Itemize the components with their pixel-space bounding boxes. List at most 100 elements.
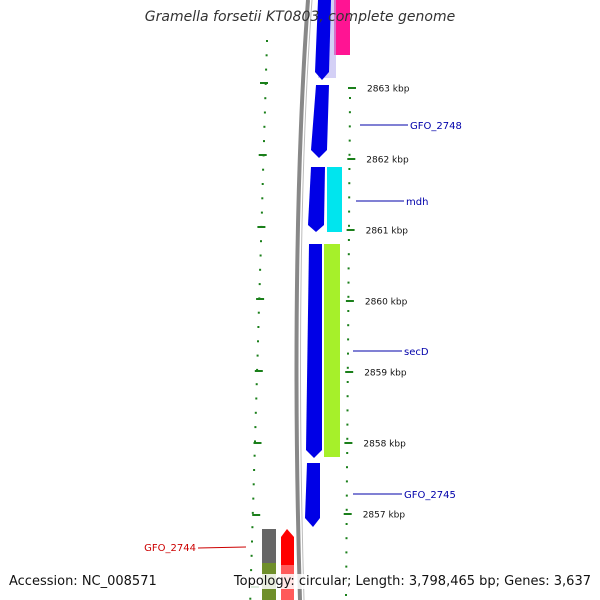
inner-dot xyxy=(346,437,349,440)
gene-label[interactable]: GFO_2745 xyxy=(404,490,456,501)
cds-arrow-mdh[interactable] xyxy=(308,167,325,232)
ruler-dot xyxy=(260,240,262,243)
ruler-tick xyxy=(254,370,263,372)
scale-tick xyxy=(348,87,356,89)
scale-tick xyxy=(345,371,354,373)
feature-magenta[interactable] xyxy=(334,0,350,55)
inner-dot xyxy=(345,565,348,568)
ruler-dot xyxy=(256,368,259,371)
cds-arrow-top[interactable] xyxy=(315,0,331,80)
inner-dot xyxy=(345,523,348,525)
ruler-dot xyxy=(261,183,264,185)
inner-dot xyxy=(347,295,350,298)
ruler-dot xyxy=(250,554,253,557)
scale-tick-label: 2863 kbp xyxy=(367,85,410,95)
ruler-dot xyxy=(257,326,260,328)
ruler-dot xyxy=(258,283,261,286)
backbone-arc-highlight xyxy=(300,0,313,600)
inner-dot xyxy=(346,409,349,412)
gene-label[interactable]: secD xyxy=(404,347,429,358)
ruler-dot xyxy=(254,426,257,429)
ruler-tick xyxy=(256,298,265,300)
scale-tick xyxy=(346,229,355,231)
outer-ruler xyxy=(249,40,268,600)
inner-dot xyxy=(347,324,350,327)
inner-ruler xyxy=(345,97,351,596)
inner-dot xyxy=(345,508,348,511)
ruler-dot xyxy=(257,311,260,314)
ruler-dot xyxy=(259,268,262,271)
inner-dot xyxy=(345,494,348,497)
tick-layer: 2863 kbp 2862 kbp 2861 kbp 2860 kbp 2859 kbp… xyxy=(343,85,410,521)
inner-dot xyxy=(348,153,351,156)
inner-dot xyxy=(347,239,350,241)
inner-dot xyxy=(348,168,351,170)
gene-label[interactable]: GFO_2748 xyxy=(410,121,462,132)
inner-dot xyxy=(347,267,350,270)
ruler-dot xyxy=(266,40,268,42)
ruler-dot xyxy=(263,125,266,128)
cds-arrow-gfo2745[interactable] xyxy=(305,463,320,527)
ruler-dot xyxy=(265,54,268,57)
ruler-tick xyxy=(252,514,261,516)
inner-dot xyxy=(348,196,351,199)
inner-dot xyxy=(346,423,349,426)
inner-dot xyxy=(347,338,350,341)
ruler-dot xyxy=(254,440,256,443)
ruler-tick xyxy=(260,82,268,84)
inner-dot xyxy=(348,111,351,114)
inner-dot xyxy=(347,281,350,284)
scale-tick-label: 2858 kbp xyxy=(363,440,406,450)
ruler-dot xyxy=(261,197,264,200)
inner-dot xyxy=(346,381,349,383)
accession-text: Accession: NC_008571 xyxy=(9,574,157,589)
ruler-dot xyxy=(251,540,253,543)
inner-dot xyxy=(346,466,348,469)
gene-label[interactable]: GFO_2744 xyxy=(144,543,196,554)
ruler-dot xyxy=(251,511,254,514)
ruler-dot xyxy=(253,454,256,457)
inner-dot xyxy=(345,537,348,540)
ruler-dot xyxy=(265,68,268,71)
scale-tick-label: 2861 kbp xyxy=(366,227,409,237)
ruler-dot xyxy=(251,526,254,529)
ruler-dot xyxy=(250,569,253,572)
gene-label[interactable]: mdh xyxy=(406,197,428,208)
ruler-dot xyxy=(259,254,262,257)
ruler-tick xyxy=(258,154,267,156)
scale-tick-label: 2862 kbp xyxy=(366,156,409,166)
feature-lime-secd[interactable] xyxy=(324,244,340,457)
scale-tick-label: 2860 kbp xyxy=(365,298,408,308)
feature-cyan-mdh[interactable] xyxy=(327,167,342,232)
ruler-dot xyxy=(253,469,256,471)
inner-dot xyxy=(348,125,351,128)
inner-dot xyxy=(349,97,351,99)
ruler-dot xyxy=(257,340,259,343)
scale-tick xyxy=(343,513,352,515)
ruler-dot xyxy=(255,397,258,400)
backbone-arc xyxy=(294,0,310,600)
inner-dot xyxy=(345,551,348,554)
inner-dot xyxy=(346,452,349,454)
inner-dot xyxy=(346,395,349,398)
scale-tick xyxy=(344,442,353,444)
inner-dot xyxy=(345,594,347,596)
inner-dot xyxy=(347,352,349,355)
inner-dot xyxy=(347,310,350,312)
ruler-dot xyxy=(264,97,267,100)
ruler-dot xyxy=(252,483,255,486)
scale-tick xyxy=(345,300,354,302)
gene-leader-line xyxy=(197,546,247,549)
scale-tick-label: 2857 kbp xyxy=(363,511,406,521)
inner-dot xyxy=(345,480,348,483)
ruler-dot xyxy=(249,597,252,600)
inner-dot xyxy=(346,366,349,369)
ruler-tick xyxy=(253,442,262,444)
cds-arrow-gfo2748[interactable] xyxy=(311,85,329,158)
scale-tick-label: 2859 kbp xyxy=(364,369,407,379)
inner-dot xyxy=(347,253,350,256)
cds-arrow-secd[interactable] xyxy=(306,244,322,458)
ruler-dot xyxy=(255,383,258,386)
